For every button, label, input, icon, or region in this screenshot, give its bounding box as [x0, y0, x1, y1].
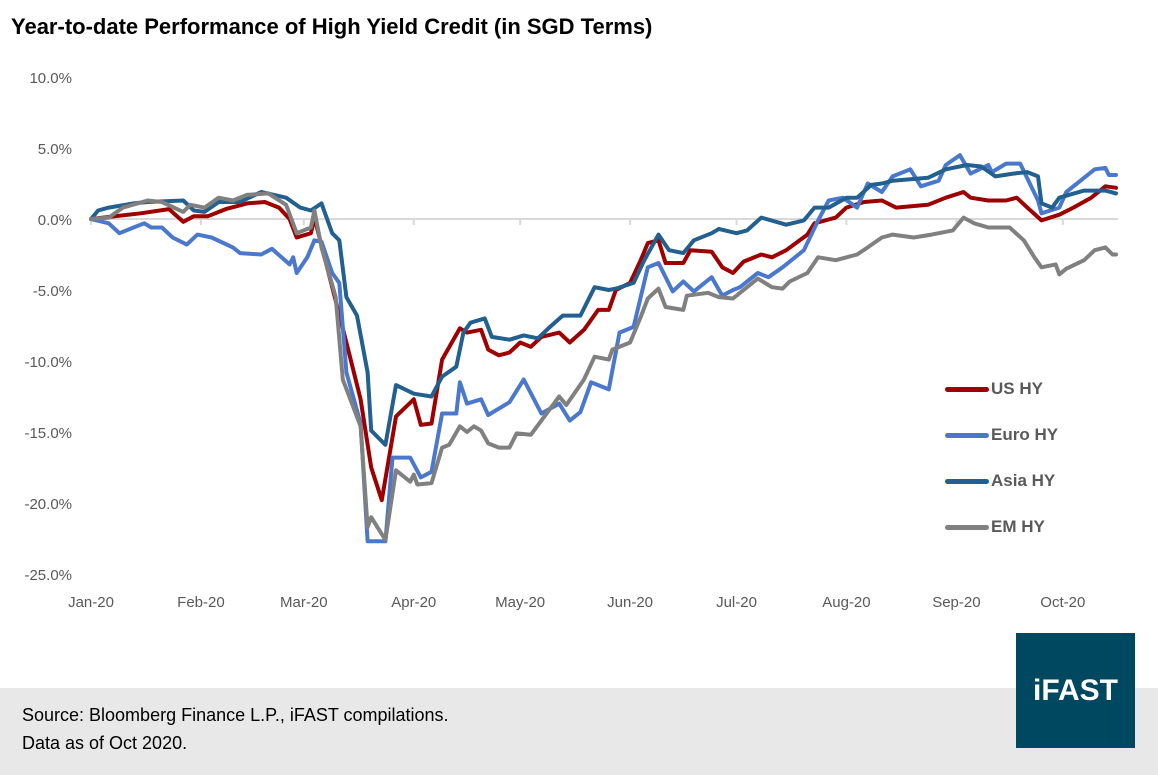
data-date-note: Data as of Oct 2020.	[22, 733, 188, 753]
x-tick-label: Sep-20	[932, 594, 980, 611]
series-lines	[89, 153, 1118, 544]
x-tick-label: Apr-20	[391, 594, 436, 611]
x-tick-label: Jan-20	[68, 594, 114, 611]
source-note: Source: Bloomberg Finance L.P., iFAST co…	[22, 705, 449, 725]
series-line-em-hy	[89, 191, 1118, 542]
legend-item-asia-hy: Asia HY	[945, 458, 1058, 504]
x-tick-label: Jul-20	[716, 594, 757, 611]
ifast-logo: iFAST	[1016, 633, 1135, 748]
y-tick-label: 5.0%	[38, 141, 72, 158]
y-tick-label: -15.0%	[24, 425, 72, 442]
x-tick-label: Mar-20	[280, 594, 328, 611]
legend-item-euro-hy: Euro HY	[945, 412, 1058, 458]
x-tick-label: Oct-20	[1040, 594, 1085, 611]
y-tick-label: 10.0%	[29, 70, 72, 87]
x-tick-label: May-20	[495, 594, 545, 611]
x-tick-label: Feb-20	[177, 594, 225, 611]
legend-label: Asia HY	[991, 471, 1056, 490]
legend-label: US HY	[991, 379, 1043, 398]
y-tick-label: 0.0%	[38, 212, 72, 229]
axes: 10.0% 5.0% 0.0% -5.0% -10.0% -15.0% -20.0% -25.…	[24, 70, 1118, 611]
footer: Source: Bloomberg Finance L.P., iFAST co…	[0, 688, 1158, 775]
y-tick-label: -25.0%	[24, 567, 72, 584]
legend-item-us-hy: US HY	[945, 366, 1058, 412]
legend-swatch	[945, 478, 989, 484]
y-tick-label: -20.0%	[24, 496, 72, 513]
legend-item-em-hy: EM HY	[945, 504, 1058, 550]
y-tick-label: -5.0%	[33, 283, 72, 300]
legend-label: Euro HY	[991, 425, 1059, 444]
x-tick-label: Aug-20	[822, 594, 870, 611]
chart-title: Year-to-date Performance of High Yield C…	[11, 14, 653, 39]
series-line-asia-hy	[89, 163, 1118, 447]
legend-swatch	[945, 432, 989, 438]
series-line-euro-hy	[89, 153, 1118, 544]
x-tick-label: Jun-20	[607, 594, 653, 611]
legend-swatch	[945, 524, 989, 530]
legend-swatch	[945, 386, 989, 392]
legend-label: EM HY	[991, 517, 1045, 536]
series-line-us-hy	[89, 184, 1118, 503]
legend: US HY Euro HY Asia HY EM HY	[945, 366, 1058, 550]
y-tick-label: -10.0%	[24, 354, 72, 371]
